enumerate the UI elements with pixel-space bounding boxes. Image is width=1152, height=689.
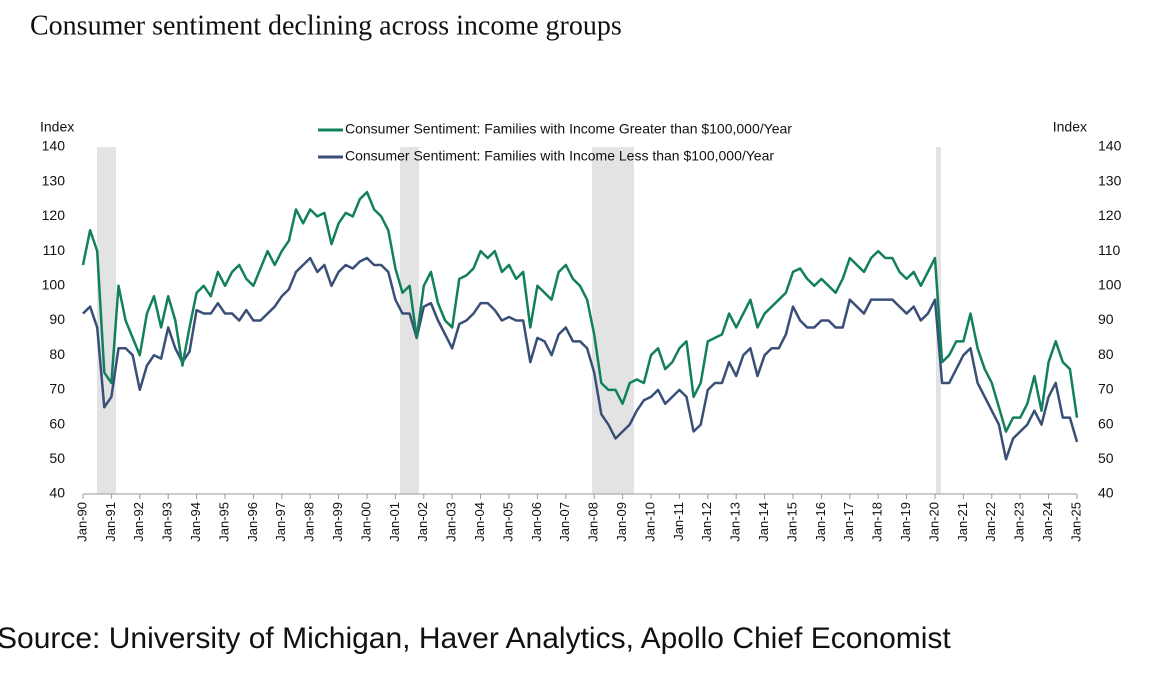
x-tick-label: Jan-12: [699, 502, 714, 542]
x-tick-label: Jan-22: [983, 502, 998, 542]
y2-axis-label: Index: [1053, 119, 1087, 135]
x-tick-label: Jan-09: [614, 502, 629, 542]
recession-band: [592, 147, 634, 494]
x-tick-label: Jan-93: [160, 502, 175, 542]
x-tick-label: Jan-97: [273, 502, 288, 542]
y2-tick-label: 90: [1098, 311, 1114, 327]
x-tick-label: Jan-99: [330, 502, 345, 542]
x-tick-label: Jan-18: [870, 502, 885, 542]
x-tick-label: Jan-19: [898, 502, 913, 542]
x-tick-label: Jan-02: [415, 502, 430, 542]
x-tick-label: Jan-91: [103, 502, 118, 542]
y-tick-label: 90: [49, 311, 65, 327]
legend-entry: Consumer Sentiment: Families with Income…: [345, 121, 792, 137]
x-tick-label: Jan-01: [387, 502, 402, 542]
x-tick-label: Jan-06: [529, 502, 544, 542]
x-tick-label: Jan-90: [74, 502, 89, 542]
recession-band: [97, 147, 116, 494]
y-tick-label: 70: [49, 381, 65, 397]
chart-title: Consumer sentiment declining across inco…: [30, 10, 622, 41]
x-tick-label: Jan-24: [1040, 502, 1055, 542]
x-tick-label: Jan-07: [557, 502, 572, 542]
y-tick-label: 140: [42, 138, 66, 154]
x-tick-label: Jan-03: [444, 502, 459, 542]
x-tick-label: Jan-04: [472, 502, 487, 542]
series-line: [82, 256, 1079, 461]
y-axis-label: Index: [40, 119, 74, 135]
x-tick-label: Jan-96: [245, 502, 260, 542]
y2-tick-label: 100: [1098, 277, 1122, 293]
y2-tick-label: 70: [1098, 381, 1114, 397]
x-tick-label: Jan-23: [1012, 502, 1027, 542]
y2-tick-label: 140: [1098, 138, 1122, 154]
x-tick-label: Jan-05: [500, 502, 515, 542]
x-tick-label: Jan-21: [955, 502, 970, 542]
x-tick-label: Jan-98: [302, 502, 317, 542]
x-tick-label: Jan-13: [728, 502, 743, 542]
x-tick-label: Jan-92: [131, 502, 146, 542]
y2-tick-label: 60: [1098, 415, 1114, 431]
y2-tick-label: 80: [1098, 346, 1114, 362]
x-tick-label: Jan-00: [358, 502, 373, 542]
x-tick-label: Jan-16: [813, 502, 828, 542]
y-tick-label: 110: [43, 242, 66, 258]
x-tick-label: Jan-94: [188, 502, 203, 542]
x-tick-label: Jan-15: [784, 502, 799, 542]
y2-tick-label: 50: [1098, 450, 1114, 466]
y2-tick-label: 130: [1098, 172, 1122, 188]
x-tick-label: Jan-08: [586, 502, 601, 542]
recession-band: [400, 147, 419, 494]
y-tick-label: 40: [49, 485, 65, 501]
x-tick-label: Jan-11: [671, 502, 686, 541]
y-tick-label: 130: [42, 172, 66, 188]
y2-tick-label: 40: [1098, 485, 1114, 501]
x-tick-label: Jan-10: [642, 502, 657, 542]
x-tick-label: Jan-17: [841, 502, 856, 542]
y-tick-label: 50: [49, 450, 65, 466]
y-tick-label: 60: [49, 415, 65, 431]
y2-tick-label: 110: [1098, 242, 1121, 258]
x-tick-label: Jan-95: [216, 502, 231, 542]
y-tick-label: 100: [42, 277, 66, 293]
y-tick-label: 120: [42, 207, 66, 223]
x-tick-label: Jan-14: [756, 502, 771, 542]
x-tick-label: Jan-20: [926, 502, 941, 542]
legend-entry: Consumer Sentiment: Families with Income…: [345, 148, 774, 164]
source-note: Source: University of Michigan, Haver An…: [0, 622, 951, 655]
series-line: [81, 190, 1079, 433]
y2-tick-label: 120: [1098, 207, 1122, 223]
x-tick-label: Jan-25: [1068, 502, 1083, 542]
y-tick-label: 80: [49, 346, 65, 362]
